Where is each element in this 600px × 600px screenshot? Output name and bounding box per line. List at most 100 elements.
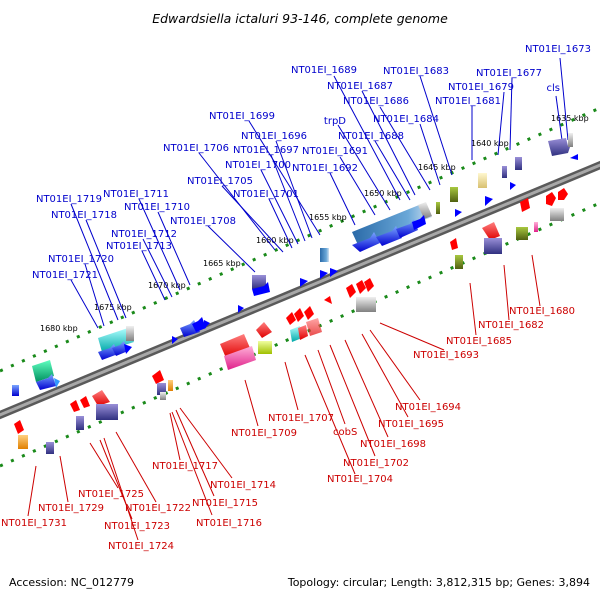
gene-arrow-red (546, 192, 556, 206)
gene-label: NT01EI_1682 (478, 320, 544, 331)
gene-block (450, 187, 458, 202)
tick-label: 1665 kbp (203, 259, 241, 268)
ruler-lines (0, 106, 600, 468)
gene-arrow-blue (300, 278, 308, 287)
gene-block (96, 404, 118, 420)
gene-block (76, 416, 84, 430)
gene-arrow-red (92, 390, 110, 406)
gene-label: NT01EI_1688 (338, 131, 404, 142)
gene-arrow-red (294, 308, 304, 322)
gene-arrow-blue (510, 182, 516, 190)
gene-arrow-red (220, 334, 250, 358)
gene-label: NT01EI_1720 (48, 254, 114, 265)
gene-block (516, 227, 528, 240)
gene-label: NT01EI_1717 (152, 461, 218, 472)
gene-label: NT01EI_1714 (210, 480, 276, 491)
gene-arrow-blue (330, 268, 338, 277)
gene-arrow-red (256, 322, 272, 338)
gene-label: NT01EI_1729 (38, 503, 104, 514)
gene-label: NT01EI_1683 (383, 66, 449, 77)
gene-arrow-blue (320, 270, 328, 279)
gene-block (298, 325, 308, 340)
gene-label: NT01EI_1685 (446, 336, 512, 347)
gene-arrow-red (482, 222, 500, 240)
gene-label: NT01EI_1695 (378, 419, 444, 430)
gene-arrow-blue (570, 154, 578, 160)
gene-label: NT01EI_1686 (343, 96, 409, 107)
gene-arrow-red (80, 396, 90, 408)
gene-label: NT01EI_1694 (395, 402, 461, 413)
gene-label: NT01EI_1708 (170, 216, 236, 227)
gene-label: NT01EI_1711 (103, 189, 169, 200)
gene-block (484, 238, 502, 254)
gene-arrow-red (346, 284, 356, 298)
gene-arrow-blue (412, 215, 426, 230)
gene-block (224, 346, 256, 370)
gene-label: NT01EI_1677 (476, 68, 542, 79)
gene-label: NT01EI_1702 (343, 458, 409, 469)
gene-block (502, 166, 507, 178)
gene-block (478, 173, 487, 188)
gene-label: NT01EI_1706 (163, 143, 229, 154)
gene-block (258, 341, 272, 354)
gene-arrow-blue (54, 378, 60, 388)
gene-block (306, 318, 322, 336)
gene-arrow-red (356, 280, 366, 294)
gene-label: NT01EI_1710 (124, 202, 190, 213)
gene-label: NT01EI_1691 (302, 146, 368, 157)
gene-label: NT01EI_1712 (111, 229, 177, 240)
gene-block (252, 275, 266, 289)
gene-label: NT01EI_1724 (108, 541, 174, 552)
tick-label: 1655 kbp (309, 213, 347, 222)
gene-block (32, 360, 54, 382)
gene-arrow-red (558, 188, 568, 200)
gene-label: NT01EI_1697 (233, 145, 299, 156)
gene-arrow-blue (485, 196, 493, 206)
gene-label: NT01EI_1725 (78, 489, 144, 500)
gene-block (157, 383, 166, 395)
gene-label: NT01EI_1687 (327, 81, 393, 92)
gene-arrow-blue (124, 344, 132, 354)
gene-block (568, 133, 573, 147)
gene-arrow-blue (204, 320, 210, 329)
map-title: Edwardsiella ictaluri 93-146, complete g… (152, 11, 448, 26)
gene-label: NT01EI_1699 (209, 111, 275, 122)
tick-label: 1635 kbp (551, 114, 589, 123)
gene-arrow-red (520, 198, 530, 212)
upper-strand-genes (12, 133, 578, 396)
upper-gene-labels: NT01EI_1673 cls NT01EI_1677 NT01EI_1679 … (32, 44, 591, 281)
gene-label: NT01EI_1704 (327, 474, 393, 485)
gene-label: NT01EI_1692 (292, 163, 358, 174)
gene-block (126, 326, 134, 341)
gene-label: NT01EI_1721 (32, 270, 98, 281)
gene-label: cls (547, 83, 561, 94)
gene-label: NT01EI_1718 (51, 210, 117, 221)
gene-label: NT01EI_1673 (525, 44, 591, 55)
gene-arrow-red (70, 400, 80, 412)
gene-arrow-red (152, 370, 164, 384)
gene-label: trpD (324, 116, 346, 127)
gene-label: NT01EI_1679 (448, 82, 514, 93)
gene-block (160, 392, 166, 400)
gene-arrow-red (286, 312, 296, 325)
gene-arrow-red (304, 306, 314, 320)
gene-block (356, 297, 376, 312)
gene-block (320, 248, 329, 262)
gene-block (46, 442, 54, 454)
gene-label: NT01EI_1719 (36, 194, 102, 205)
gene-label: NT01EI_1705 (187, 176, 253, 187)
lower-strand-genes (14, 188, 568, 454)
gene-label: NT01EI_1693 (413, 350, 479, 361)
gene-arrow-blue (36, 374, 56, 390)
gene-label: NT01EI_1689 (291, 65, 357, 76)
gene-block (418, 202, 432, 219)
gene-arrow-blue (548, 138, 572, 156)
accession-text: Accession: NC_012779 (9, 576, 135, 589)
tick-label: 1640 kbp (471, 139, 509, 148)
gene-arrow-red (364, 278, 374, 292)
gene-operon (98, 328, 134, 352)
tick-label: 1670 kbp (148, 281, 186, 290)
gene-block (168, 380, 173, 391)
gene-label: NT01EI_1709 (231, 428, 297, 439)
